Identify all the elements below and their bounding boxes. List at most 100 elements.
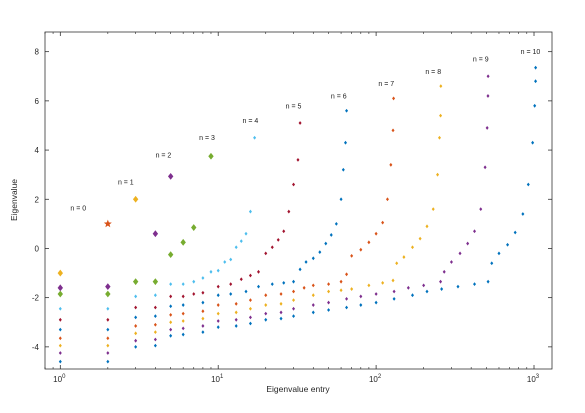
data-point (385, 197, 389, 202)
data-point (216, 293, 220, 298)
data-point (264, 317, 268, 322)
data-point (181, 303, 185, 307)
data-point (341, 167, 345, 172)
data-point (279, 310, 283, 315)
data-point (526, 182, 530, 187)
data-point (234, 301, 238, 306)
data-point (57, 284, 64, 292)
data-point (106, 327, 110, 332)
data-point (234, 310, 238, 315)
data-point (229, 282, 233, 287)
data-point (339, 288, 343, 293)
data-point (169, 282, 173, 287)
data-point (425, 224, 429, 229)
data-point (437, 135, 441, 140)
data-point (132, 195, 139, 203)
data-point (169, 294, 173, 299)
data-point (208, 152, 214, 160)
data-point (513, 230, 517, 235)
data-point (201, 309, 205, 314)
annotation-label: n = 7 (378, 81, 394, 88)
data-point (533, 103, 537, 108)
x-axis-title: Eigenvalue entry (266, 384, 330, 394)
data-point (103, 219, 112, 228)
data-point (169, 312, 173, 317)
data-point (58, 359, 62, 364)
data-point (311, 310, 315, 315)
data-point (292, 279, 296, 284)
data-point (279, 301, 283, 306)
x-tick-label: 100 (53, 374, 66, 384)
data-point (282, 281, 286, 285)
data-point (244, 289, 248, 294)
series-n5 (58, 121, 302, 322)
data-point (248, 298, 252, 303)
data-point (318, 250, 322, 255)
data-point (296, 158, 300, 162)
x-tick-label: 102 (369, 374, 382, 384)
data-point (395, 261, 399, 266)
data-point (339, 197, 343, 202)
annotation-label: n = 8 (425, 69, 441, 76)
data-point (248, 315, 252, 320)
data-point (264, 311, 268, 316)
data-point (381, 220, 385, 225)
annotation-label: n = 5 (286, 103, 302, 110)
data-point (58, 351, 62, 355)
annotation-label: n = 0 (70, 205, 86, 212)
data-point (152, 230, 159, 238)
data-point (57, 290, 64, 298)
data-point (234, 317, 238, 322)
x-tick-exponent: 2 (378, 374, 382, 380)
data-point (439, 279, 443, 284)
data-point (418, 236, 422, 241)
data-point (192, 279, 196, 284)
data-point (248, 273, 252, 278)
data-point (506, 242, 510, 247)
data-point (270, 245, 274, 250)
series-n0 (103, 219, 112, 228)
data-point (287, 209, 291, 214)
data-point (58, 317, 62, 322)
data-point (279, 316, 283, 321)
data-point (292, 314, 296, 319)
data-point (311, 293, 315, 298)
data-point (345, 305, 349, 310)
data-point (57, 269, 64, 277)
data-point (58, 327, 62, 332)
annotation-label: n = 6 (331, 93, 347, 100)
data-point (152, 278, 159, 286)
data-point (181, 294, 185, 299)
data-point (169, 333, 173, 338)
data-point (359, 303, 363, 307)
data-point (486, 74, 490, 79)
data-point (490, 261, 494, 266)
data-point (248, 306, 252, 311)
x-tick-label: 103 (527, 374, 540, 384)
data-point (410, 245, 414, 250)
data-point (264, 251, 268, 256)
annotation-label: n = 4 (243, 118, 259, 125)
data-point (458, 251, 462, 256)
data-point (234, 324, 238, 328)
data-point (239, 239, 243, 243)
data-point (479, 207, 483, 212)
y-tick-label: -4 (32, 343, 40, 352)
data-point (485, 126, 489, 130)
data-point (134, 294, 138, 299)
data-points (57, 65, 538, 364)
data-point (216, 319, 220, 323)
data-point (391, 278, 395, 283)
annotations: n = 0 n = 1 n = 2 n = 3 n = 4 n = 5 n = 6 n = 7… (70, 49, 540, 212)
data-point (531, 140, 535, 145)
data-point (181, 311, 185, 316)
data-point (134, 338, 138, 343)
data-point (106, 317, 110, 322)
data-point (234, 245, 238, 250)
data-point (402, 255, 406, 259)
data-point (201, 316, 205, 321)
data-point (392, 289, 396, 294)
y-tick-label: -2 (32, 294, 40, 303)
data-point (311, 283, 315, 288)
data-point (239, 277, 243, 282)
